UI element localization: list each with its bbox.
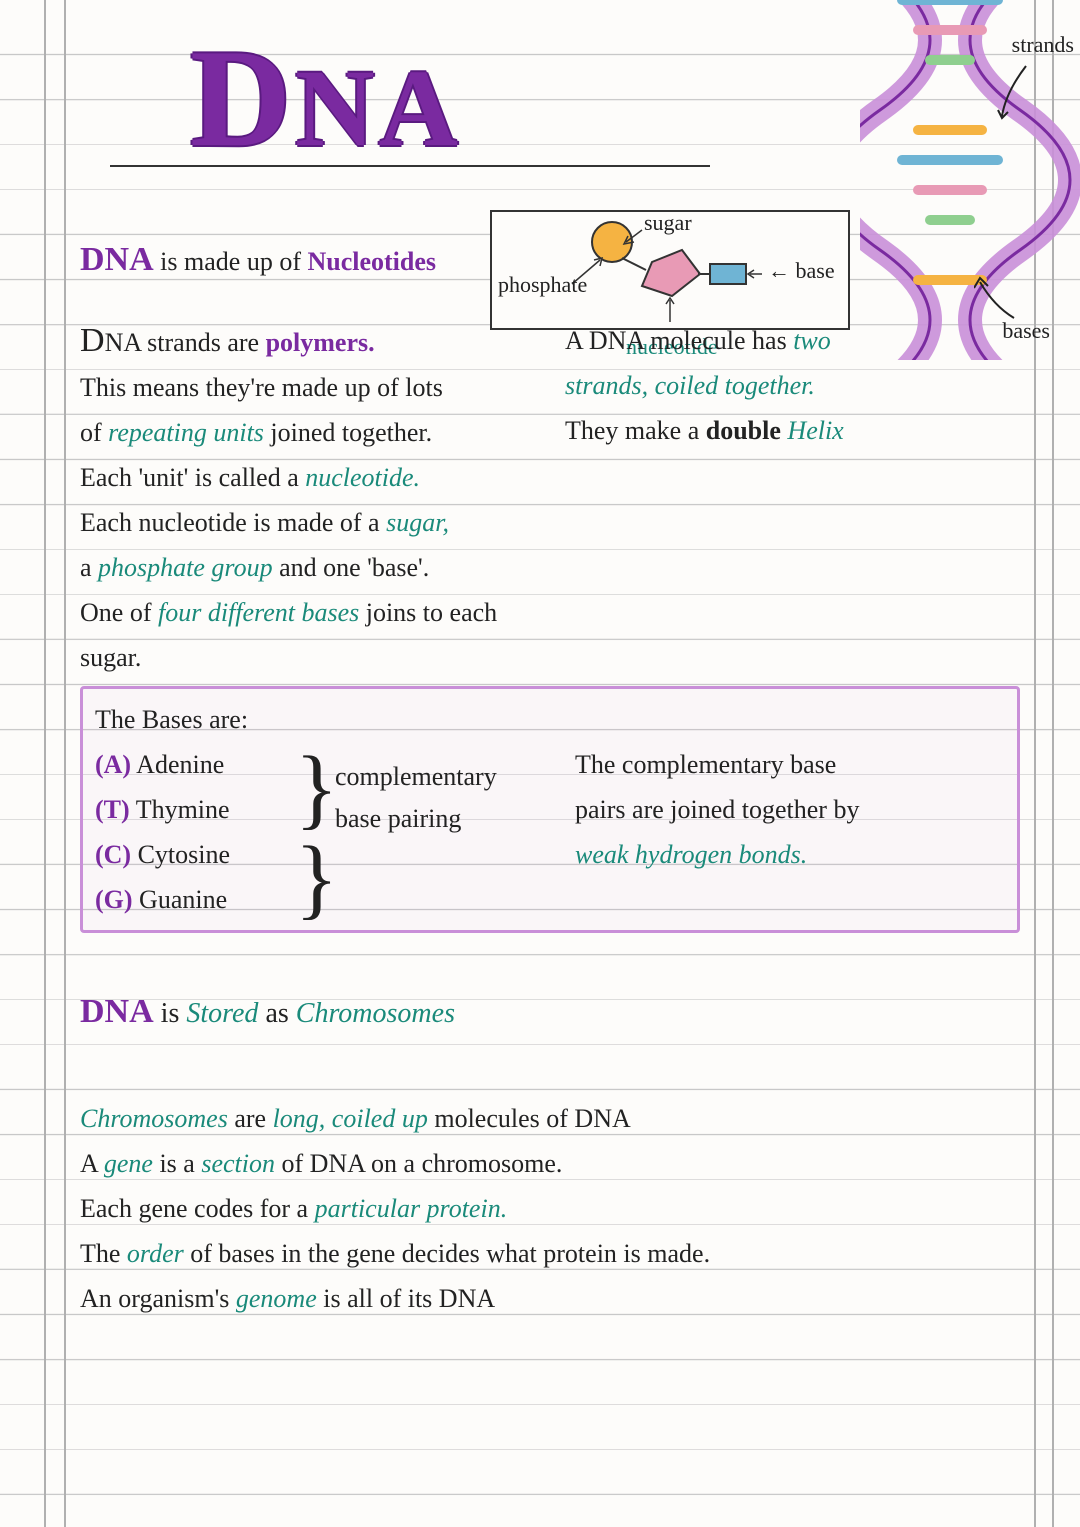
bases-note: The complementary base pairs are joined … bbox=[575, 742, 1005, 877]
polymers-block: DNA strands are polymers. This means the… bbox=[80, 318, 1020, 680]
content-area: DNA DNA is made up of Nucleotides DNA st… bbox=[80, 0, 1020, 1321]
intro-line: DNA is made up of Nucleotides bbox=[80, 237, 1020, 284]
double-helix-block: A DNA molecule has two strands, coiled t… bbox=[565, 318, 1020, 680]
helix-strands-label: strands bbox=[1012, 32, 1074, 58]
page-title: DNA bbox=[190, 18, 1020, 179]
chromosomes-block: Chromosomes are long, coiled up molecule… bbox=[80, 1096, 1020, 1321]
bases-list: (A) Adenine (T) Thymine (C) Cytosine (G)… bbox=[95, 742, 295, 922]
polymers-left: DNA strands are polymers. This means the… bbox=[80, 318, 535, 680]
bases-heading: The Bases are: bbox=[95, 697, 1005, 742]
bases-pair-label: } } complementary base pairing bbox=[315, 742, 555, 922]
bases-box: The Bases are: (A) Adenine (T) Thymine (… bbox=[80, 686, 1020, 933]
stored-heading: DNA is Stored as Chromosomes bbox=[80, 989, 1020, 1036]
